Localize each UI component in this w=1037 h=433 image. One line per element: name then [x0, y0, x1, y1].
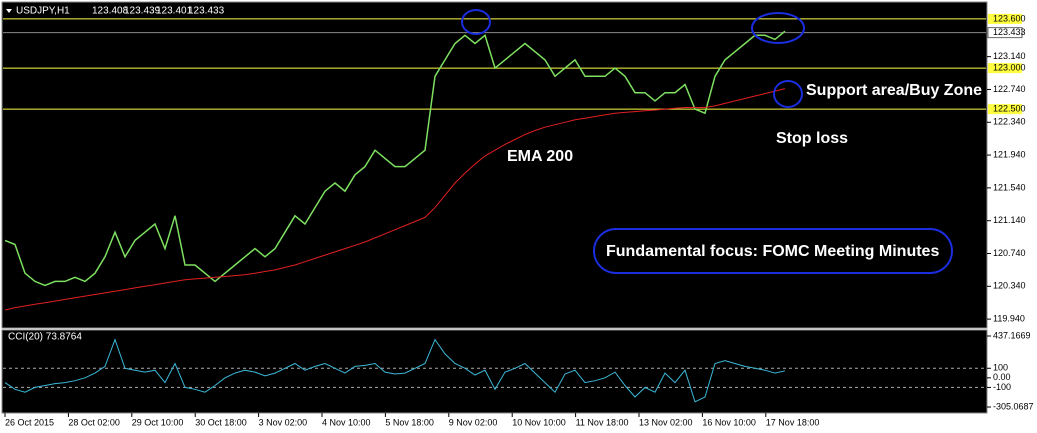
x-tick-label: 17 Nov 18:00 [766, 417, 820, 427]
price-tag [987, 27, 1023, 39]
y-tick-label: 0.00 [993, 372, 1011, 382]
x-tick-label: 11 Nov 18:00 [576, 417, 629, 427]
price-panel [1, 1, 988, 329]
cci-title: CCI(20) 73.8764 [8, 332, 82, 343]
x-tick-label: 29 Oct 10:00 [132, 417, 184, 427]
ohlc-value: 123.401 [156, 6, 193, 17]
annotation: Stop loss [776, 130, 848, 147]
ohlc-value: 123.433 [188, 6, 225, 17]
x-tick-label: 4 Nov 10:00 [322, 417, 371, 427]
level-label: 123.600 [993, 13, 1026, 23]
level-label: 122.500 [993, 104, 1026, 114]
series-line [4, 338, 786, 403]
y-tick-label: 121.540 [993, 182, 1026, 192]
highlight [751, 12, 805, 44]
highlight [461, 9, 491, 35]
series-line [4, 88, 786, 311]
x-tick-label: 5 Nov 18:00 [385, 417, 434, 427]
x-tick-label: 3 Nov 02:00 [259, 417, 308, 427]
x-tick-label: 10 Nov 10:00 [512, 417, 566, 427]
level-tag [988, 104, 1022, 115]
ohlc-value: 123.408 [92, 6, 129, 17]
price-label: 123.433 [993, 27, 1026, 37]
y-tick-label: 122.740 [993, 84, 1026, 94]
x-tick-label: 9 Nov 02:00 [449, 417, 498, 427]
y-tick-label: 122.340 [993, 117, 1026, 127]
level-label: 123.000 [993, 63, 1026, 73]
y-tick-label: 121.940 [993, 149, 1026, 159]
cci-panel [1, 329, 988, 414]
symbol: USDJPY,H1 [16, 6, 70, 17]
annotation: Fundamental focus: FOMC Meeting Minutes [606, 243, 939, 260]
y-tick-label: -305.0687 [993, 401, 1034, 411]
y-tick-label: 123.140 [993, 51, 1026, 61]
x-tick-label: 30 Oct 18:00 [195, 417, 247, 427]
annotation: EMA 200 [507, 148, 573, 165]
menu-arrow [6, 9, 12, 13]
x-tick-label: 26 Oct 2015 [5, 417, 54, 427]
x-tick-label: 16 Nov 10:00 [702, 417, 756, 427]
x-tick-label: 28 Oct 02:00 [68, 417, 120, 427]
y-tick-label: 120.740 [993, 248, 1026, 258]
y-tick-label: 119.940 [993, 313, 1025, 323]
y-tick-label: 437.1669 [993, 330, 1031, 340]
series-line [4, 30, 786, 287]
level-tag [988, 63, 1022, 74]
x-tick-label: 13 Nov 02:00 [639, 417, 693, 427]
y-tick-label: 120.340 [993, 281, 1026, 291]
y-tick-label: -100 [993, 382, 1011, 392]
ohlc-value: 123.439 [124, 6, 161, 17]
highlight [593, 228, 953, 274]
level-tag [988, 13, 1022, 24]
y-tick-label: 121.140 [993, 215, 1026, 225]
annotation: Support area/Buy Zone [806, 82, 982, 99]
highlight [773, 80, 803, 108]
y-tick-label: 100 [993, 363, 1008, 373]
